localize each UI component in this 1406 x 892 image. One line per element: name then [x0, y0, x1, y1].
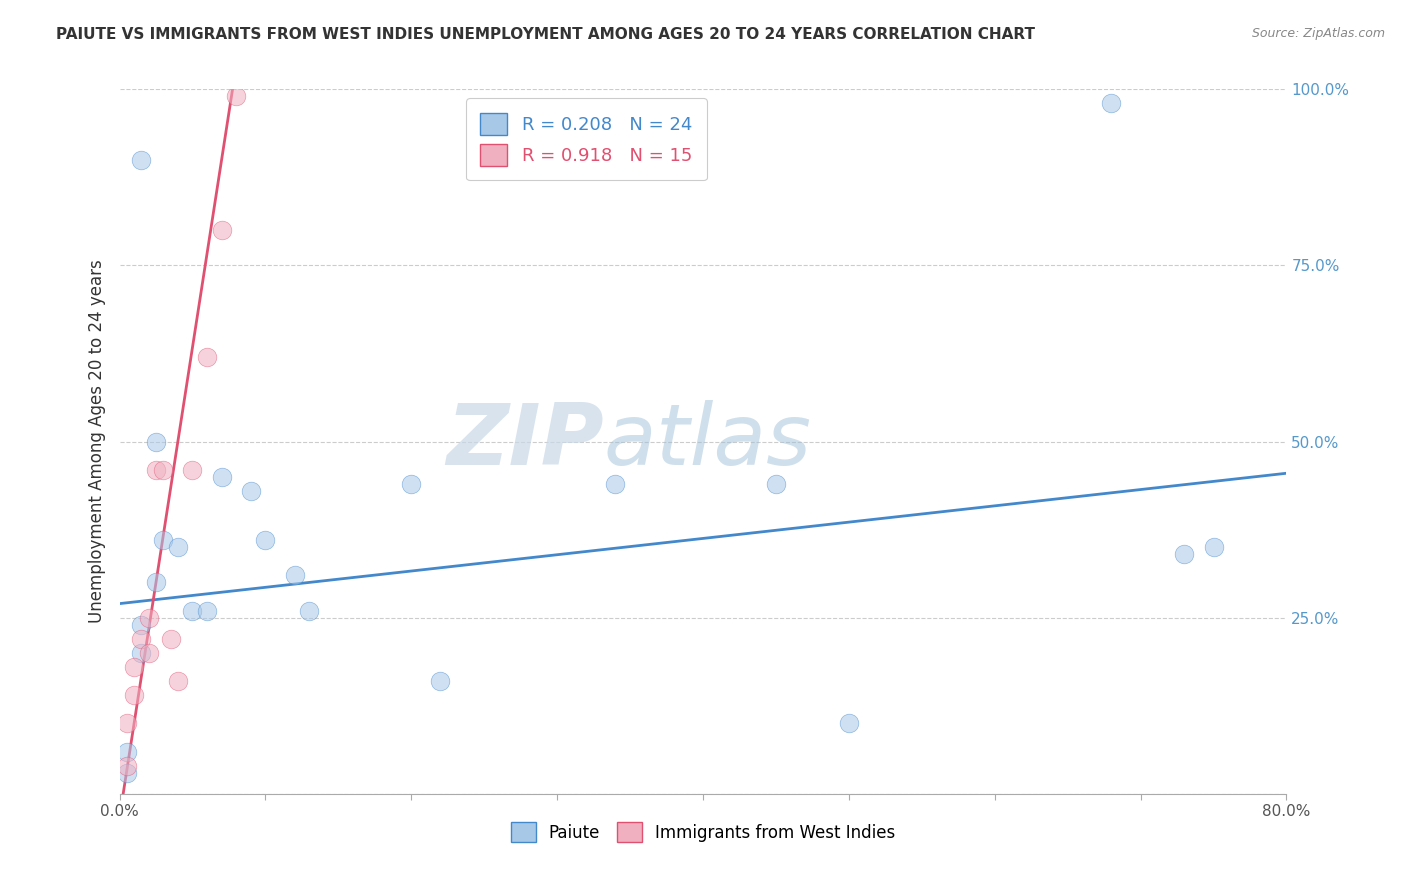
Text: atlas: atlas	[603, 400, 811, 483]
Point	[239, 483, 262, 498]
Point	[145, 434, 167, 449]
Text: Source: ZipAtlas.com: Source: ZipAtlas.com	[1251, 27, 1385, 40]
Y-axis label: Unemployment Among Ages 20 to 24 years: Unemployment Among Ages 20 to 24 years	[87, 260, 105, 624]
Point	[195, 604, 218, 618]
Point	[1173, 547, 1195, 561]
Point	[122, 688, 145, 702]
Point	[298, 604, 321, 618]
Point	[131, 617, 153, 632]
Point	[254, 533, 277, 548]
Legend: Paiute, Immigrants from West Indies: Paiute, Immigrants from West Indies	[503, 815, 903, 849]
Point	[159, 632, 181, 646]
Point	[765, 476, 787, 491]
Point	[211, 223, 233, 237]
Point	[145, 463, 167, 477]
Point	[429, 674, 451, 689]
Point	[131, 153, 153, 167]
Point	[1202, 541, 1225, 555]
Point	[1099, 96, 1122, 111]
Point	[195, 350, 218, 364]
Point	[138, 646, 160, 660]
Point	[145, 575, 167, 590]
Text: PAIUTE VS IMMIGRANTS FROM WEST INDIES UNEMPLOYMENT AMONG AGES 20 TO 24 YEARS COR: PAIUTE VS IMMIGRANTS FROM WEST INDIES UN…	[56, 27, 1035, 42]
Point	[115, 745, 138, 759]
Point	[401, 476, 423, 491]
Point	[166, 674, 188, 689]
Point	[605, 476, 627, 491]
Point	[838, 716, 860, 731]
Point	[131, 632, 153, 646]
Point	[181, 463, 204, 477]
Point	[181, 604, 204, 618]
Point	[225, 89, 247, 103]
Point	[152, 533, 174, 548]
Point	[115, 716, 138, 731]
Point	[115, 758, 138, 772]
Point	[131, 646, 153, 660]
Point	[115, 765, 138, 780]
Point	[138, 610, 160, 624]
Text: ZIP: ZIP	[446, 400, 603, 483]
Point	[283, 568, 307, 582]
Point	[166, 541, 188, 555]
Point	[122, 660, 145, 674]
Point	[211, 469, 233, 483]
Point	[152, 463, 174, 477]
